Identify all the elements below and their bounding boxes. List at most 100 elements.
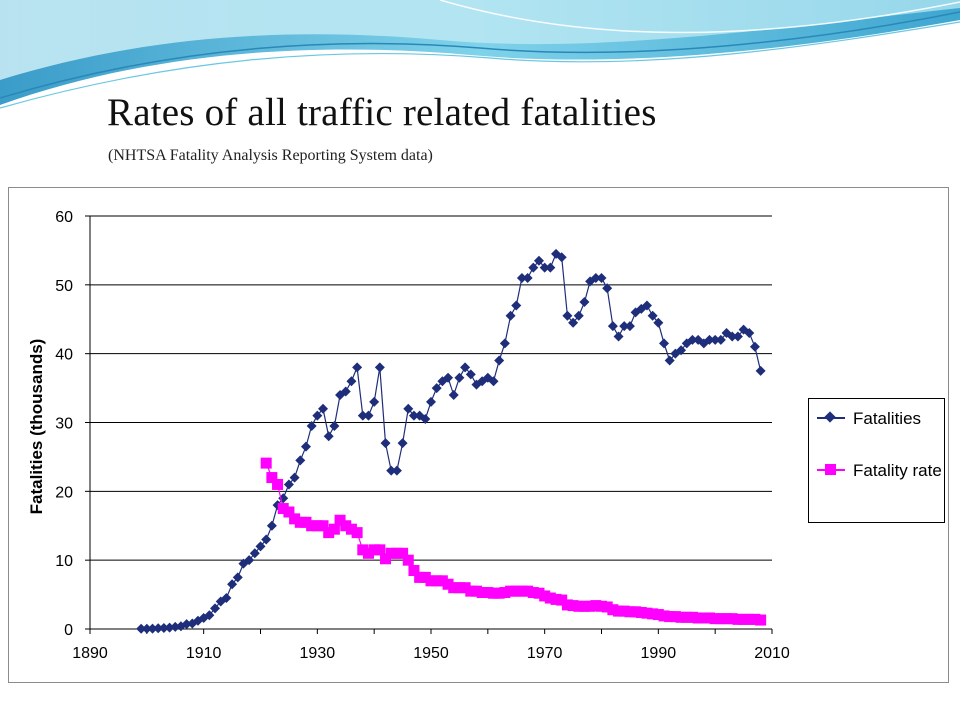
fatalities-point-1939 xyxy=(363,410,374,421)
legend-entry-fatality-rate: Fatality rate xyxy=(817,461,945,481)
y-tick-label: 10 xyxy=(55,553,73,570)
fatalities-point-1950 xyxy=(426,396,436,407)
x-tick-label: 1890 xyxy=(72,645,108,662)
fatality-rate-point-1987 xyxy=(635,606,647,618)
fatalities-point-1922 xyxy=(266,520,277,531)
fatalities-point-2007 xyxy=(749,341,760,352)
fatalities-point-1900 xyxy=(141,623,152,634)
fatalities-point-1962 xyxy=(494,355,505,366)
fatality-rate-point-1948 xyxy=(414,571,426,583)
fatality-rate-point-1992 xyxy=(664,611,676,623)
fatalities-point-1980 xyxy=(596,272,607,283)
legend-entry-fatalities: Fatalities xyxy=(817,409,945,429)
fatalities-point-1973 xyxy=(556,252,567,263)
fatality-rate-point-1999 xyxy=(703,612,715,624)
fatality-rate-point-1964 xyxy=(505,585,517,597)
fatalities-point-1926 xyxy=(289,472,300,483)
fatality-rate-point-1989 xyxy=(647,608,659,620)
fatality-rate-point-1966 xyxy=(516,585,528,597)
fatalities-point-1932 xyxy=(323,431,334,442)
fatality-rate-point-1962 xyxy=(493,587,505,599)
x-tick-label: 1950 xyxy=(413,645,449,662)
fatalities-point-1992 xyxy=(664,355,675,366)
fatality-rate-point-1937 xyxy=(351,527,363,539)
fatalities-point-1904 xyxy=(164,622,175,633)
fatalities-point-1961 xyxy=(488,376,499,387)
fatalities-point-1974 xyxy=(562,310,573,321)
fatalities-point-1991 xyxy=(659,338,670,349)
fatality-rate-point-1971 xyxy=(544,592,556,604)
fatalities-point-1979 xyxy=(590,272,601,283)
fatalities-point-1925 xyxy=(283,479,294,490)
fatality-rate-point-1970 xyxy=(539,590,551,602)
fatalities-point-2006 xyxy=(744,328,755,339)
y-tick-label: 30 xyxy=(55,416,73,433)
fatality-rate-point-1993 xyxy=(669,611,681,623)
fatality-rate-point-1957 xyxy=(465,585,477,597)
fatalities-point-2008 xyxy=(755,365,766,376)
fatality-rate-point-1923 xyxy=(272,478,284,490)
x-tick-label: 1970 xyxy=(527,645,563,662)
fatality-rate-point-1926 xyxy=(289,513,301,525)
y-tick-label: 40 xyxy=(55,347,73,364)
x-tick-label: 1990 xyxy=(641,645,677,662)
fatalities-point-1945 xyxy=(397,438,408,449)
fatality-rate-point-1933 xyxy=(328,523,340,535)
banner-wave-front xyxy=(0,0,960,80)
slide-title: Rates of all traffic related fatalities xyxy=(107,91,657,134)
fatality-rate-point-2004 xyxy=(732,613,744,625)
chart-plot-area: 0 10 20 30 40 50 60 1890 1910 1930 1950 1970 1990 201… xyxy=(27,209,790,662)
fatalities-point-1988 xyxy=(641,300,652,311)
fatalities-point-1899 xyxy=(136,623,147,634)
fatality-rate-point-2007 xyxy=(749,613,761,625)
fatality-rate-point-1956 xyxy=(459,582,471,594)
fatality-rate-point-1990 xyxy=(652,609,664,621)
fatalities-point-1944 xyxy=(391,465,402,476)
fatalities-point-1994 xyxy=(676,345,687,356)
fatalities-point-1970 xyxy=(539,262,550,273)
fatalities-point-1984 xyxy=(619,321,630,332)
fatality-rate-point-1935 xyxy=(340,520,352,532)
fatality-rate-point-1978 xyxy=(584,600,596,612)
banner-wave-line-2 xyxy=(0,21,960,109)
fatalities-point-1964 xyxy=(505,310,516,321)
x-tick-label: 2010 xyxy=(754,645,790,662)
fatality-rate-point-1940 xyxy=(368,544,380,556)
y-tick-label: 0 xyxy=(64,622,73,639)
fatality-rate-point-1931 xyxy=(317,520,329,532)
fatalities-point-1942 xyxy=(380,438,391,449)
fatality-rate-point-1925 xyxy=(283,506,295,518)
fatality-rate-point-2005 xyxy=(738,613,750,625)
fatalities-point-1931 xyxy=(318,403,329,414)
fatalities-point-1918 xyxy=(244,555,255,566)
y-tick-label: 50 xyxy=(55,278,73,295)
fatalities-point-1903 xyxy=(158,622,169,633)
fatality-rate-point-1947 xyxy=(408,564,420,576)
fatality-rate-point-1983 xyxy=(613,605,625,617)
fatalities-point-1999 xyxy=(704,334,715,345)
x-tick-label: 1930 xyxy=(300,645,336,662)
fatality-rate-point-1968 xyxy=(527,587,539,599)
fatalities-point-1902 xyxy=(153,623,164,634)
fatalities-point-1982 xyxy=(607,321,618,332)
fatalities-point-1978 xyxy=(585,276,596,287)
legend-label-fatality-rate: Fatality rate xyxy=(853,461,942,480)
fatality-rate-point-1973 xyxy=(556,594,568,606)
fatality-rate-point-1929 xyxy=(306,520,318,532)
fatalities-point-1921 xyxy=(261,534,272,545)
fatality-rate-point-1958 xyxy=(470,585,482,597)
fatalities-point-1971 xyxy=(545,262,556,273)
fatalities-point-1955 xyxy=(454,372,465,383)
fatality-rate-point-1951 xyxy=(431,575,443,587)
fatality-rate-point-1955 xyxy=(453,582,465,594)
fatalities-point-1947 xyxy=(408,410,419,421)
fatality-rate-point-2000 xyxy=(709,613,721,625)
x-tick-label: 1910 xyxy=(186,645,222,662)
fatalities-point-1912 xyxy=(210,603,221,614)
legend-key-fatalities xyxy=(817,409,847,427)
fatalities-point-2001 xyxy=(715,334,726,345)
fatality-rate-point-1995 xyxy=(681,611,693,623)
fatality-rate-point-1949 xyxy=(419,571,431,583)
fatalities-point-1996 xyxy=(687,334,698,345)
fatality-rate-point-2001 xyxy=(715,613,727,625)
